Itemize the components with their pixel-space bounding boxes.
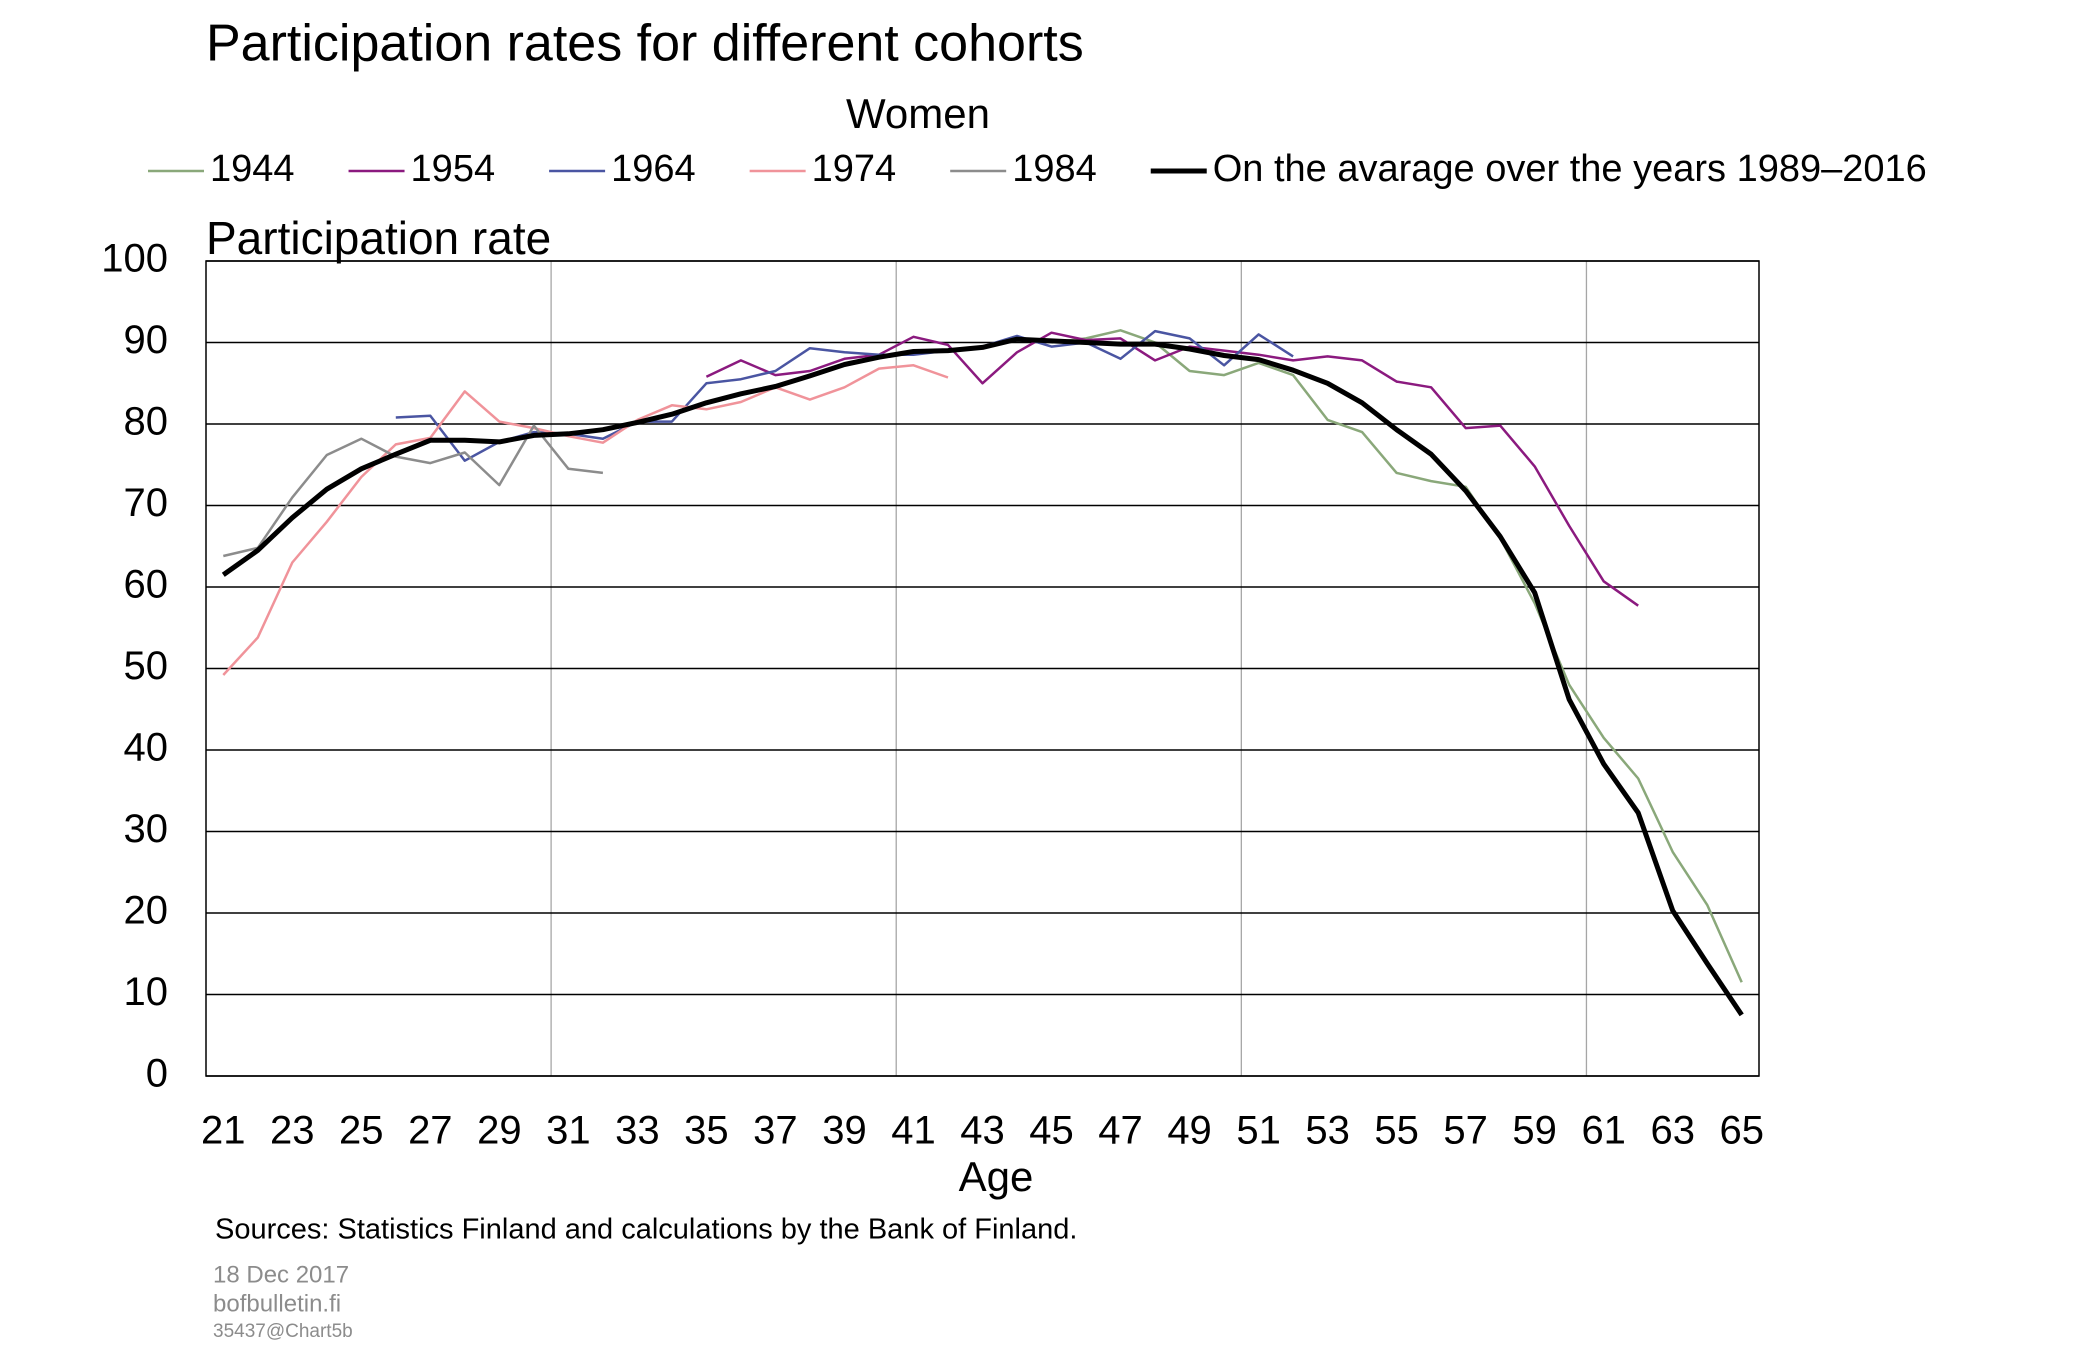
- series-line: [222, 364, 949, 676]
- legend-label: 1984: [1012, 148, 1097, 190]
- legend-label: 1944: [210, 148, 295, 190]
- y-tick-label: 20: [124, 889, 169, 933]
- x-tick-label: 37: [753, 1109, 798, 1153]
- x-tick-label: 61: [1581, 1109, 1626, 1153]
- y-tick-label: 30: [124, 807, 169, 851]
- footer-site: bofbulletin.fi: [213, 1290, 341, 1317]
- x-tick-label: 57: [1443, 1109, 1488, 1153]
- x-tick-label: 21: [201, 1109, 246, 1153]
- y-tick-label: 70: [124, 481, 169, 525]
- x-tick-label: 31: [546, 1109, 591, 1153]
- x-tick-label: 25: [339, 1109, 384, 1153]
- y-tick-label: 40: [124, 726, 169, 770]
- x-tick-label: 45: [1029, 1109, 1074, 1153]
- chart-title: Participation rates for different cohort…: [206, 15, 1084, 73]
- x-tick-label: 39: [822, 1109, 867, 1153]
- y-tick-label: 100: [101, 237, 168, 281]
- footer-date: 18 Dec 2017: [213, 1261, 349, 1288]
- x-tick-label: 33: [615, 1109, 660, 1153]
- legend-label: 1964: [611, 148, 696, 190]
- x-tick-label: 55: [1374, 1109, 1419, 1153]
- x-tick-label: 41: [891, 1109, 936, 1153]
- x-tick-label: 51: [1236, 1109, 1281, 1153]
- x-tick-label: 47: [1098, 1109, 1143, 1153]
- legend-label: 1974: [812, 148, 897, 190]
- x-tick-label: 29: [477, 1109, 522, 1153]
- x-tick-label: 59: [1512, 1109, 1557, 1153]
- series-line: [705, 331, 1639, 607]
- y-tick-label: 90: [124, 318, 169, 362]
- x-tick-label: 63: [1650, 1109, 1695, 1153]
- x-axis-title: Age: [959, 1153, 1034, 1200]
- y-tick-label: 50: [124, 644, 169, 688]
- series-line: [1051, 329, 1743, 983]
- y-axis-title: Participation rate: [206, 212, 551, 264]
- y-tick-label: 80: [124, 400, 169, 444]
- source-note: Sources: Statistics Finland and calculat…: [215, 1214, 1077, 1246]
- x-tick-label: 43: [960, 1109, 1005, 1153]
- plot-frame: [205, 260, 1760, 1077]
- series-line: [221, 336, 1744, 1017]
- chart-subtitle: Women: [846, 90, 990, 137]
- x-tick-label: 27: [408, 1109, 453, 1153]
- x-tick-label: 35: [684, 1109, 729, 1153]
- x-tick-label: 23: [270, 1109, 315, 1153]
- y-tick-label: 60: [124, 563, 169, 607]
- x-tick-label: 49: [1167, 1109, 1212, 1153]
- footer-id: 35437@Chart5b: [213, 1321, 353, 1342]
- y-tick-label: 10: [124, 970, 169, 1014]
- y-tick-label: 0: [146, 1052, 168, 1096]
- x-tick-label: 65: [1719, 1109, 1764, 1153]
- x-tick-label: 53: [1305, 1109, 1350, 1153]
- legend-label: 1954: [411, 148, 496, 190]
- legend-label: On the avarage over the years 1989–2016: [1213, 148, 1927, 190]
- series-line: [395, 329, 1294, 462]
